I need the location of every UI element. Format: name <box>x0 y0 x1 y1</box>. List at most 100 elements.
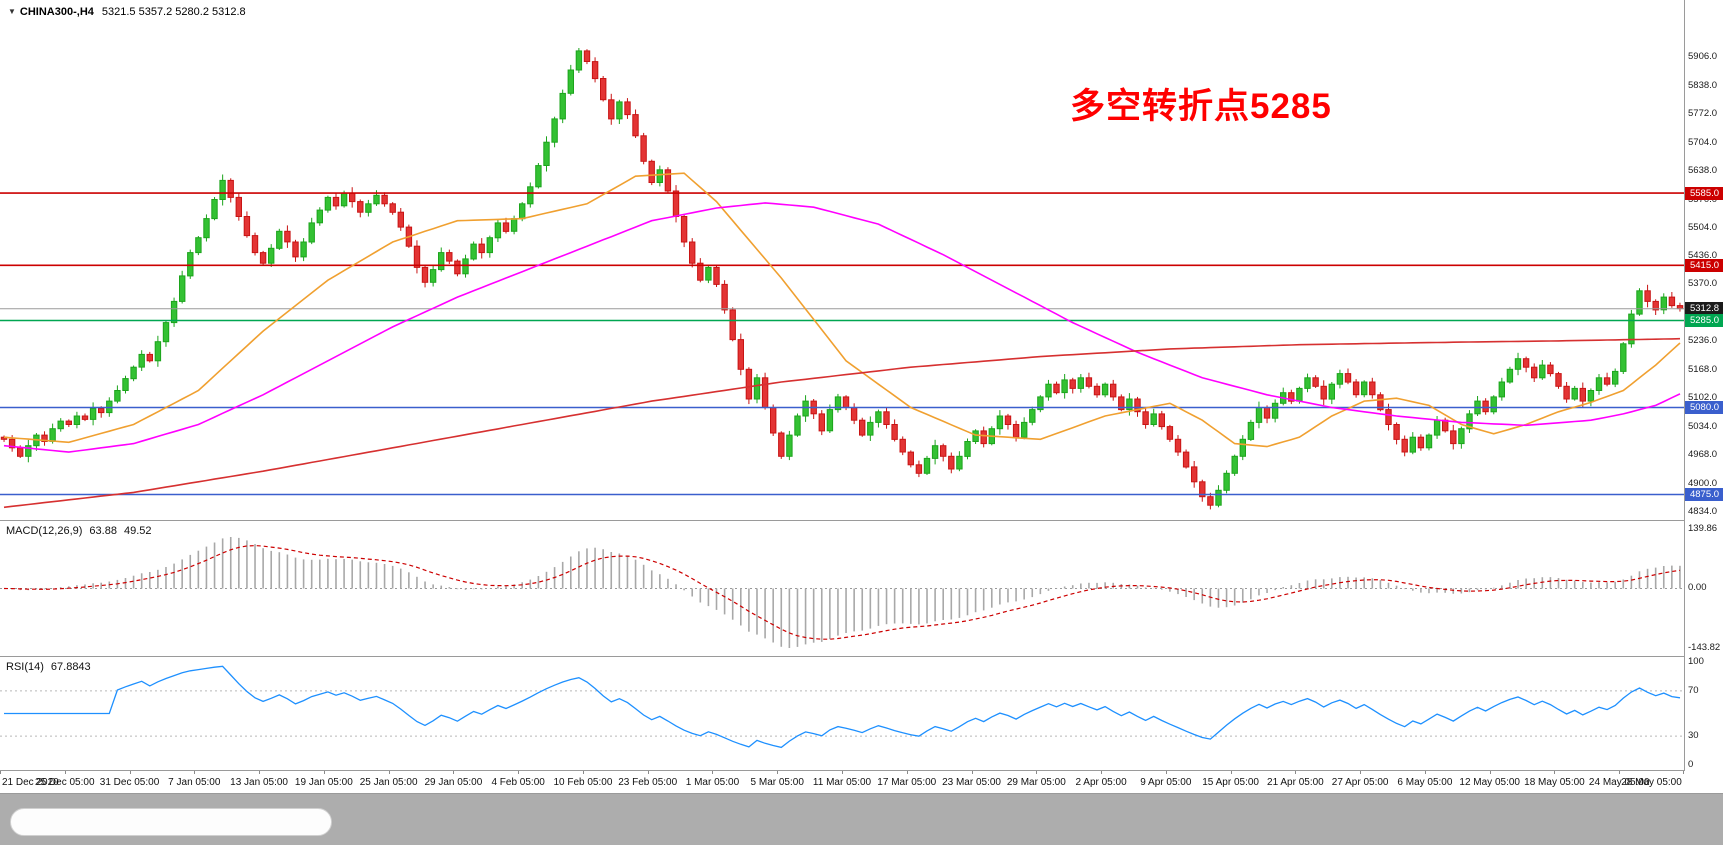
annotation-text: 多空转折点5285 <box>1070 87 1332 126</box>
date-tick <box>777 771 779 774</box>
date-axis-label: 10 Feb 05:00 <box>553 777 613 788</box>
rsi-axis-label: 70 <box>1688 684 1699 696</box>
date-axis-label: 13 Jan 05:00 <box>230 777 288 788</box>
date-tick <box>582 771 584 774</box>
ma-fast-orange <box>3 172 1681 448</box>
date-axis-label: 25 Jan 05:00 <box>359 777 418 788</box>
macd-signal-value: 49.52 <box>123 525 152 537</box>
date-tick <box>388 771 390 774</box>
price-axis-label: 5772.0 <box>1688 107 1718 119</box>
price-axis-label: 5638.0 <box>1688 164 1718 176</box>
rsi-value: 67.8843 <box>50 661 91 673</box>
date-tick <box>1101 771 1103 774</box>
date-tick <box>194 771 196 774</box>
macd-main-value: 63.88 <box>89 525 117 537</box>
symbol-name: CHINA300-,H4 <box>19 6 94 18</box>
taskbar-separator <box>0 793 1723 794</box>
taskbar-search[interactable] <box>10 808 332 836</box>
date-tick <box>647 771 649 774</box>
date-tick <box>1683 771 1684 774</box>
date-axis-label: 1 Mar 05:00 <box>685 777 740 788</box>
panel-separator[interactable] <box>0 520 1723 521</box>
date-tick <box>1619 771 1621 774</box>
price-badge: 4875.0 <box>1685 488 1723 502</box>
date-axis-label: 28 May 05:00 <box>1621 777 1682 788</box>
date-tick <box>129 771 131 774</box>
rsi-line <box>4 665 1681 749</box>
rsi-header: RSI(14) 67.8843 <box>6 661 98 673</box>
date-axis-label: 31 Dec 05:00 <box>99 777 160 788</box>
main-chart-panel: ▼ CHINA300-,H4 5321.5 5357.2 5280.2 5312.8… <box>0 0 1684 520</box>
date-axis-label: 5 Mar 05:00 <box>750 777 804 788</box>
price-axis-label: 5236.0 <box>1688 335 1718 347</box>
price-badge: 5415.0 <box>1685 258 1723 272</box>
ma-slow-red <box>3 337 1681 509</box>
price-badge: 5285.0 <box>1685 313 1723 327</box>
macd-axis-label: -143.82 <box>1688 642 1721 653</box>
price-axis: 5906.05838.05772.05704.05638.05570.05504… <box>1684 0 1723 771</box>
date-tick <box>1295 771 1297 774</box>
macd-axis-label: 139.86 <box>1688 523 1718 534</box>
time-axis: 21 Dec 2020 25 Dec 05:00 31 Dec 05:00 7 Jan… <box>0 771 1684 793</box>
symbol-dropdown-icon[interactable]: ▼ <box>8 7 16 16</box>
rsi-chart <box>0 665 1684 749</box>
macd-panel: MACD(12,26,9) 63.88 49.52 <box>0 521 1684 656</box>
date-tick <box>712 771 714 774</box>
date-axis-label: 2 Apr 05:00 <box>1075 777 1127 788</box>
panel-separator[interactable] <box>0 656 1723 657</box>
rsi-label: RSI(14) <box>6 661 44 673</box>
price-axis-label: 5034.0 <box>1688 421 1718 433</box>
price-axis-label: 5838.0 <box>1688 79 1718 91</box>
symbol-info: ▼ CHINA300-,H4 5321.5 5357.2 5280.2 5312.8 <box>8 6 246 18</box>
date-axis-label: 29 Mar 05:00 <box>1006 777 1066 788</box>
candles-layer <box>0 48 1684 510</box>
date-axis-label: 9 Apr 05:00 <box>1140 777 1192 788</box>
date-tick <box>453 771 455 774</box>
date-tick <box>259 771 261 774</box>
price-axis-label: 4900.0 <box>1688 477 1718 489</box>
date-axis-label: 18 May 05:00 <box>1524 777 1585 788</box>
symbol-ohlc-values: 5321.5 5357.2 5280.2 5312.8 <box>101 6 246 18</box>
date-axis-label: 25 Dec 05:00 <box>35 777 95 788</box>
date-tick <box>1554 771 1556 774</box>
date-tick <box>64 771 66 774</box>
rsi-panel: RSI(14) 67.8843 <box>0 657 1684 770</box>
date-tick <box>1230 771 1232 774</box>
date-axis-label: 23 Mar 05:00 <box>942 777 1001 788</box>
date-axis-label: 24 May 05:00 <box>1588 777 1650 788</box>
date-tick <box>842 771 843 774</box>
price-axis-label: 5370.0 <box>1688 278 1718 290</box>
date-tick <box>323 771 325 774</box>
date-axis-label: 11 Mar 05:00 <box>812 777 872 788</box>
date-tick <box>1489 771 1491 774</box>
price-axis-label: 5704.0 <box>1688 136 1718 148</box>
date-axis-label: 21 Apr 05:00 <box>1267 777 1324 788</box>
macd-label: MACD(12,26,9) <box>6 525 83 537</box>
date-tick <box>906 771 908 774</box>
date-tick <box>518 771 520 774</box>
panel-separator <box>0 770 1723 771</box>
date-axis-label: 17 Mar 05:00 <box>877 777 937 788</box>
macd-chart <box>0 537 1684 648</box>
candlestick-chart[interactable] <box>0 0 1684 520</box>
date-axis-label: 27 Apr 05:00 <box>1331 777 1389 788</box>
taskbar <box>0 794 1723 845</box>
date-axis-label: 7 Jan 05:00 <box>168 777 221 788</box>
price-axis-label: 5436.0 <box>1688 250 1718 262</box>
date-axis-label: 29 Jan 05:00 <box>424 777 483 788</box>
date-axis-label: 21 Dec 2020 <box>2 777 59 788</box>
date-axis-label: 15 Apr 05:00 <box>1202 777 1259 788</box>
price-axis-label: 5168.0 <box>1688 364 1718 376</box>
price-badge: 5080.0 <box>1685 401 1723 414</box>
price-axis-label: 4968.0 <box>1688 449 1718 461</box>
macd-header: MACD(12,26,9) 63.88 49.52 <box>6 525 158 537</box>
date-axis-label: 23 Feb 05:00 <box>618 777 678 788</box>
date-tick <box>1165 771 1167 774</box>
price-axis-label: 5504.0 <box>1688 221 1718 233</box>
price-axis-label: 4834.0 <box>1688 505 1718 517</box>
date-tick <box>1036 771 1038 774</box>
date-axis-label: 19 Jan 05:00 <box>294 777 353 788</box>
rsi-axis-label: 0 <box>1688 759 1694 770</box>
date-tick <box>971 771 973 774</box>
